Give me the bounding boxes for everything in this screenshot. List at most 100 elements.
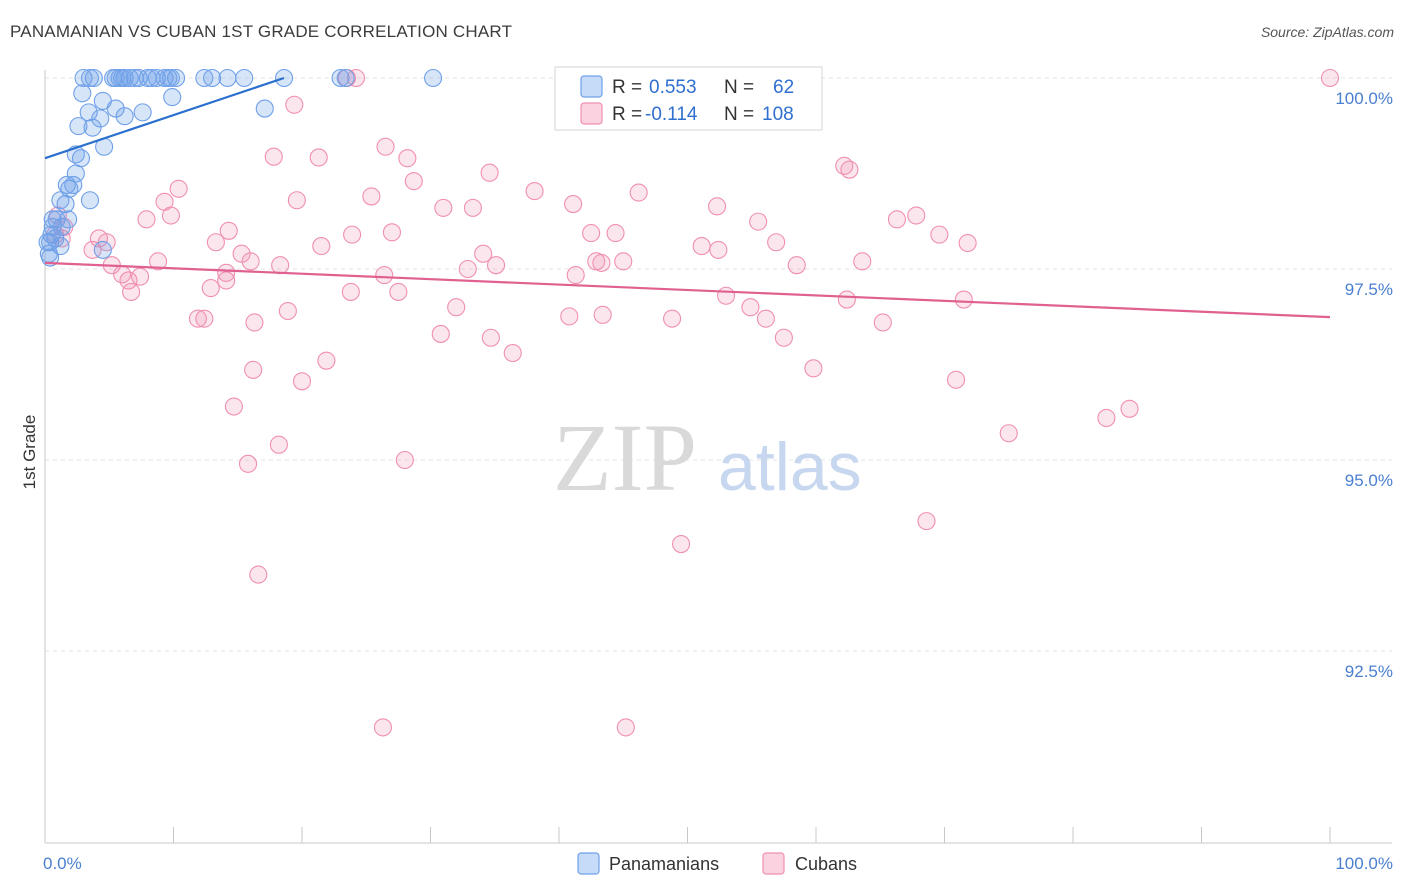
cubans-point-9 [525, 182, 544, 201]
cubans-point-67 [217, 263, 236, 282]
series-cubans [46, 68, 1340, 737]
cubans-point-41 [486, 256, 506, 275]
cubans-point-95 [1097, 408, 1116, 428]
cubans-point-77 [188, 309, 207, 328]
panamanians-point-29 [133, 103, 152, 122]
watermark-atlas: atlas [718, 429, 862, 505]
cubans-point-2 [1320, 68, 1340, 88]
cubans-point-84 [431, 324, 450, 343]
cubans-point-102 [249, 565, 268, 584]
tick-labels: 100.0% 97.5% 95.0% 92.5% 0.0% 100.0% [43, 89, 1393, 873]
cubans-point-85 [481, 328, 500, 347]
stats-n-value-1: 62 [773, 77, 794, 98]
cubans-point-62 [83, 240, 102, 259]
stats-r-value-1: 0.553 [649, 77, 697, 98]
cubans-point-36 [474, 244, 493, 263]
cubans-point-1 [346, 68, 366, 88]
cubans-point-79 [560, 307, 579, 326]
cubans-point-33 [958, 233, 977, 253]
cubans-point-92 [947, 370, 966, 389]
panamanians-point-49 [59, 210, 78, 229]
panamanians-point-18 [195, 68, 214, 88]
y-axis-label: 1st Grade [20, 415, 39, 490]
source-credit: Source: ZipAtlas.com [1260, 24, 1394, 40]
panamanians-point-25 [424, 68, 443, 88]
cubans-point-86 [774, 328, 793, 347]
panamanians-point-2 [84, 68, 103, 88]
panamanians-point-55 [41, 233, 60, 252]
cubans-point-38 [709, 240, 728, 259]
cubans-point-75 [278, 301, 297, 321]
panamanians-point-0 [74, 68, 93, 88]
cubans-point-80 [593, 305, 612, 324]
cubans-point-34 [206, 233, 225, 252]
legend-swatch-panamanians [577, 852, 600, 875]
cubans-point-76 [245, 313, 264, 332]
cubans-point-99 [238, 454, 258, 473]
cubans-point-11 [564, 195, 583, 214]
panamanians-point-51 [52, 217, 71, 237]
x-tick-label-0: 0.0% [43, 854, 82, 873]
panamanians-point-19 [203, 68, 222, 88]
cubans-point-51 [149, 252, 168, 271]
cubans-point-44 [271, 256, 290, 275]
cubans-point-103 [373, 718, 393, 737]
cubans-point-64 [113, 265, 132, 284]
cubans-point-78 [195, 309, 214, 328]
cubans-point-31 [907, 206, 926, 225]
cubans-point-26 [708, 197, 727, 216]
cubans-point-5 [264, 147, 283, 166]
panamanians-point-23 [331, 68, 350, 88]
stats-r-label-1: R = [612, 77, 642, 98]
cubans-point-81 [663, 309, 682, 328]
cubans-point-24 [606, 224, 625, 243]
cubans-point-30 [887, 210, 907, 229]
cubans-point-88 [317, 351, 336, 370]
legend-label-panamanians: Panamanians [609, 854, 719, 874]
cubans-point-93 [224, 397, 243, 416]
panamanians-point-20 [218, 68, 237, 88]
panamanians-point-36 [255, 99, 274, 118]
panamanians-point-24 [336, 68, 355, 88]
panamanians-point-16 [161, 68, 180, 88]
panamanians-point-30 [163, 88, 182, 107]
cubans-trend-line [44, 261, 1331, 319]
panamanians-point-45 [56, 195, 75, 214]
trend-lines [44, 76, 1331, 319]
legend: Panamanians Cubans [577, 852, 857, 875]
panamanians-point-26 [73, 84, 92, 103]
y-tick-label-1: 97.5% [1345, 280, 1393, 299]
stats-r-label-2: R = [612, 104, 642, 125]
legend-swatch-cubans [762, 852, 785, 875]
stats-n-label-1: N = [724, 77, 754, 98]
stats-swatch-cubans [580, 102, 603, 125]
y-tick-label-3: 92.5% [1345, 662, 1393, 681]
cubans-point-97 [269, 435, 288, 454]
cubans-point-69 [389, 282, 408, 301]
cubans-point-6 [309, 148, 328, 167]
cubans-point-54 [241, 252, 260, 271]
panamanians-point-31 [79, 103, 98, 122]
cubans-point-25 [629, 183, 648, 202]
cubans-point-7 [398, 149, 417, 168]
cubans-point-65 [122, 282, 141, 301]
cubans-point-90 [292, 372, 312, 391]
stats-r-value-2: -0.114 [645, 104, 698, 125]
panamanians-trend-line [44, 76, 285, 160]
panamanians-point-1 [80, 68, 100, 88]
cubans-point-49 [458, 259, 477, 279]
panamanians-point-34 [69, 117, 88, 136]
cubans-point-45 [375, 266, 394, 285]
cubans-point-101 [917, 512, 936, 531]
y-tick-label-0: 100.0% [1335, 89, 1393, 108]
panamanians-point-21 [235, 68, 254, 88]
cubans-point-52 [131, 267, 150, 286]
cubans-point-47 [787, 256, 806, 275]
cubans-point-71 [716, 286, 736, 305]
cubans-point-82 [756, 309, 775, 328]
panamanians-point-46 [80, 191, 100, 210]
panamanians-point-33 [91, 109, 110, 128]
cubans-point-35 [312, 237, 331, 256]
panamanians-point-7 [115, 68, 134, 88]
cubans-point-66 [201, 279, 220, 298]
